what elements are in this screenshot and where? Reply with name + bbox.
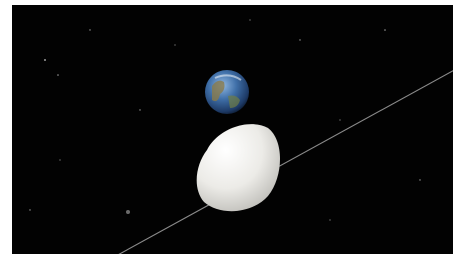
star — [384, 29, 386, 31]
star — [59, 159, 60, 160]
earth — [205, 70, 249, 114]
star — [299, 39, 300, 40]
star — [339, 119, 340, 120]
star — [419, 179, 420, 180]
star — [139, 109, 140, 110]
star — [249, 19, 250, 20]
star — [57, 74, 59, 76]
star — [89, 29, 90, 30]
star — [126, 210, 130, 214]
earth-globe — [205, 70, 249, 114]
star — [44, 59, 46, 61]
viewport — [12, 5, 458, 259]
star — [174, 44, 175, 45]
space-scene — [0, 0, 458, 259]
page — [0, 0, 458, 259]
star — [29, 209, 30, 210]
star — [329, 219, 330, 220]
